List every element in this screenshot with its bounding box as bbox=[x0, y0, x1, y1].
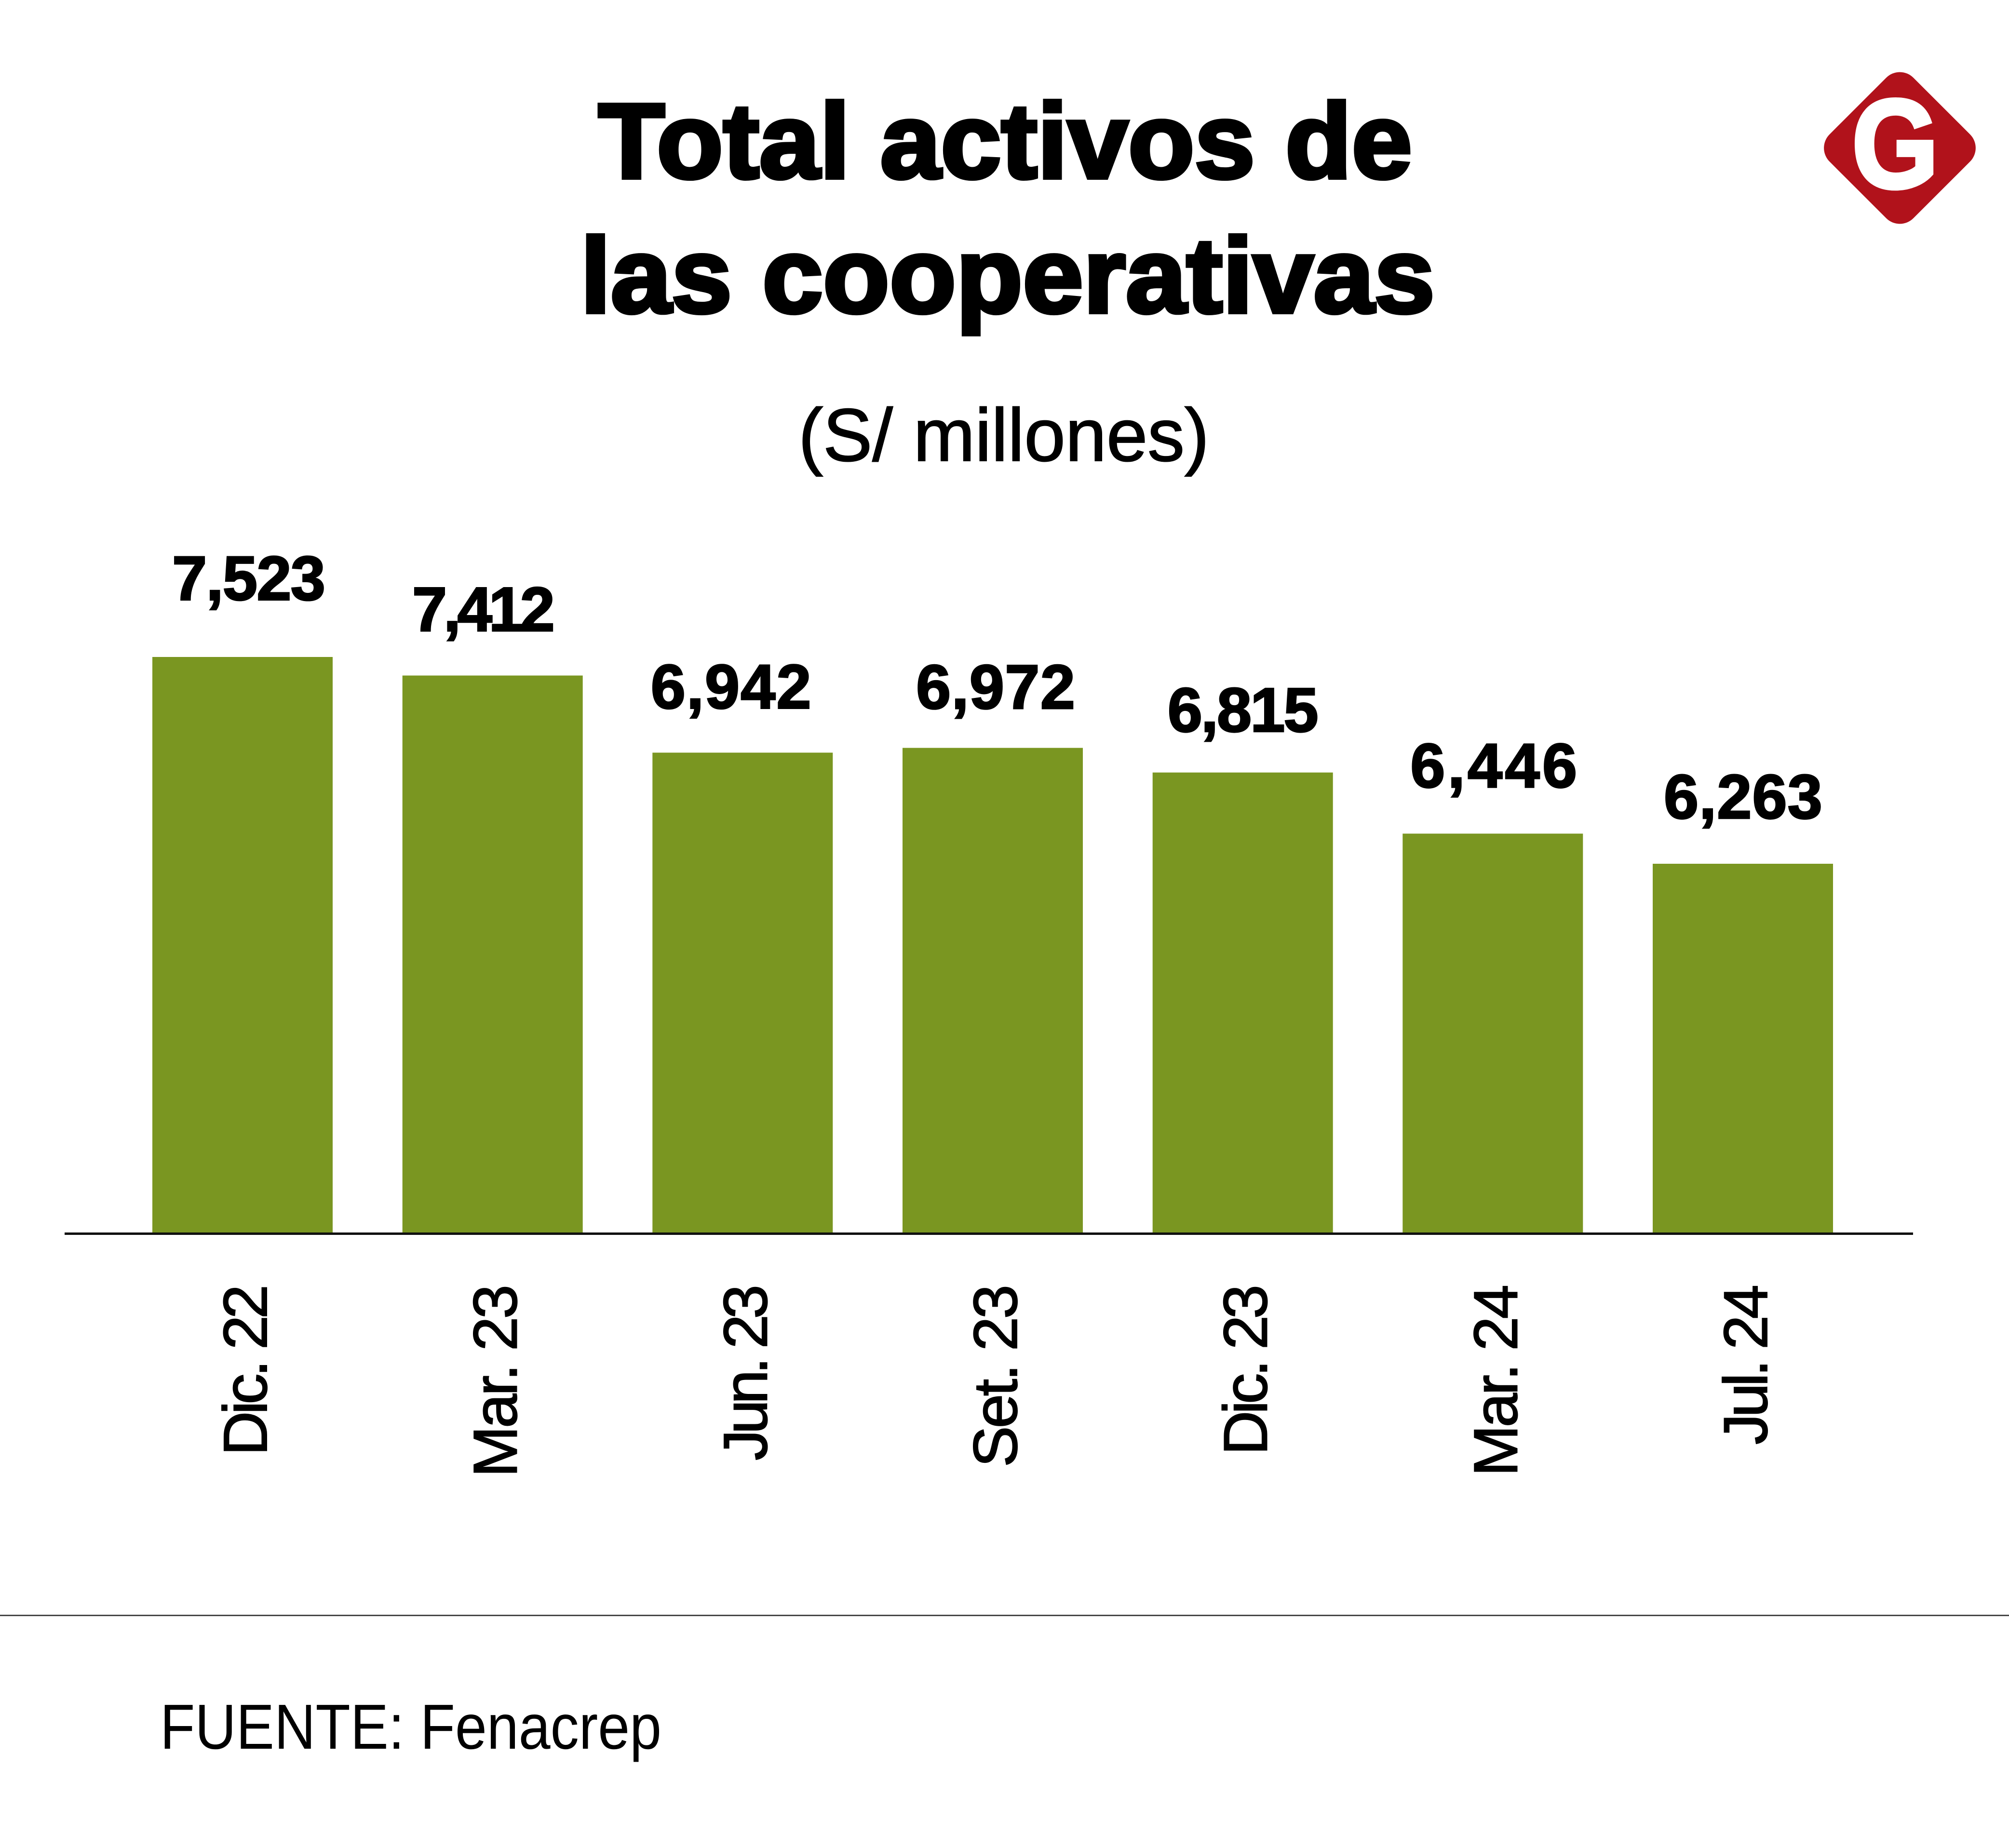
svg-text:Jul. 24: Jul. 24 bbox=[1712, 1285, 1780, 1445]
svg-text:las cooperativas: las cooperativas bbox=[580, 216, 1435, 335]
svg-text:6,263: 6,263 bbox=[1664, 762, 1822, 832]
svg-text:(S/ millones): (S/ millones) bbox=[798, 393, 1209, 477]
svg-text:FUENTE: Fenacrep: FUENTE: Fenacrep bbox=[160, 1691, 661, 1762]
svg-text:Jun. 23: Jun. 23 bbox=[711, 1285, 780, 1460]
svg-text:Set. 23: Set. 23 bbox=[961, 1285, 1030, 1467]
svg-text:6,942: 6,942 bbox=[651, 652, 811, 722]
svg-text:6,815: 6,815 bbox=[1168, 675, 1319, 745]
svg-text:Mar. 24: Mar. 24 bbox=[1461, 1285, 1530, 1476]
svg-text:6,972: 6,972 bbox=[916, 652, 1075, 722]
svg-text:Dic. 23: Dic. 23 bbox=[1212, 1285, 1281, 1455]
svg-text:Mar. 23: Mar. 23 bbox=[461, 1285, 530, 1477]
svg-text:7,523: 7,523 bbox=[172, 543, 325, 614]
svg-text:7,412: 7,412 bbox=[412, 574, 555, 644]
svg-text:6,446: 6,446 bbox=[1410, 730, 1577, 801]
svg-text:G: G bbox=[1852, 73, 1939, 214]
svg-text:Dic. 22: Dic. 22 bbox=[211, 1285, 280, 1456]
svg-text:Total activos de: Total activos de bbox=[598, 81, 1412, 201]
